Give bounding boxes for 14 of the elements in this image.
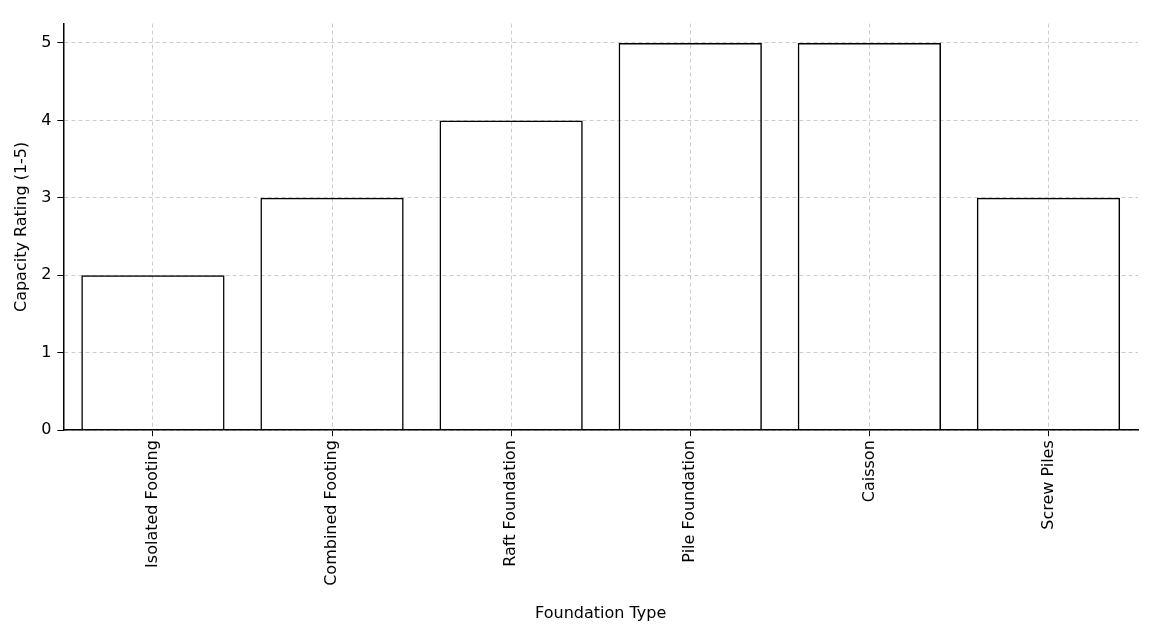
y-axis-title: Capacity Rating (1-5) [10,141,30,313]
y-tick-label: 0 [41,419,52,439]
y-tick-label: 1 [41,341,52,361]
x-tick-label: Screw Piles [1037,440,1057,530]
y-tick-label: 2 [41,264,52,284]
y-tick-label: 3 [41,187,52,207]
x-tick-label: Isolated Footing [142,440,162,568]
x-tick-label: Caisson [858,440,878,503]
x-axis-title: Foundation Type [535,602,667,622]
x-tick-label: Pile Foundation [679,440,699,563]
y-tick-label: 5 [41,32,52,52]
x-tick-label: Combined Footing [321,440,341,586]
x-tick-label: Raft Foundation [500,440,520,567]
y-tick-label: 4 [41,109,52,129]
